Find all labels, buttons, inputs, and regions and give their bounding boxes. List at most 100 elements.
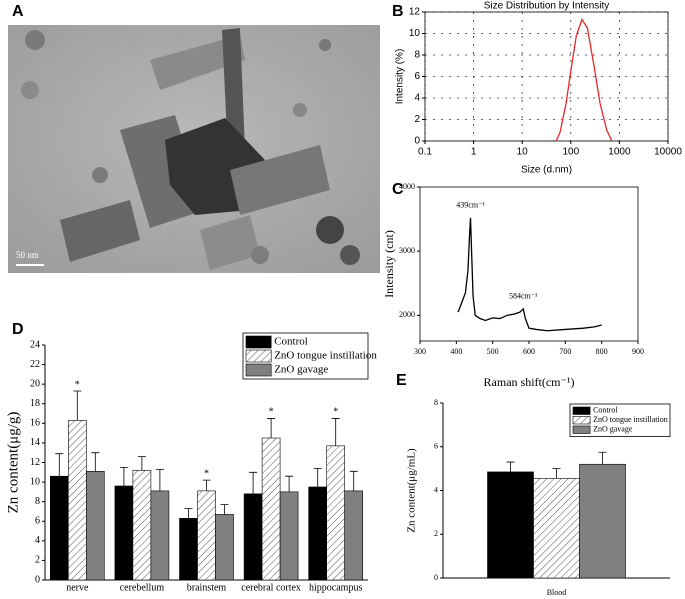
legend-swatch: [572, 425, 591, 434]
error-bar: [598, 451, 607, 465]
line-series: [457, 217, 602, 332]
chart-title: Size Distribution by Intensity: [484, 1, 610, 12]
x-tick-label: 700: [559, 347, 571, 356]
y-tick-label: 18: [30, 398, 40, 409]
error-bar: [137, 456, 146, 471]
x-tick-label: 400: [450, 347, 462, 356]
legend-swatch: [572, 406, 591, 415]
y-tick-label: 24: [30, 339, 40, 350]
significance-mark: *: [333, 407, 338, 418]
chart-panel: C 2000 3000 4000 300 400 500 600 700 800 900 Raman …: [382, 181, 644, 389]
error-bar: [331, 418, 340, 446]
plot-frame: [419, 186, 639, 342]
error-bar: [73, 390, 82, 421]
scale-bar-label: 50 nm: [16, 250, 39, 260]
significance-mark: *: [204, 468, 209, 479]
x-tick-label: nerve: [66, 582, 89, 593]
panel-label: A: [12, 3, 24, 20]
y-tick-label: 4: [414, 93, 420, 104]
bar: [179, 518, 198, 581]
x-tick-label: 1000: [608, 147, 631, 158]
error-bar: [184, 508, 193, 519]
y-tick-label: 2: [434, 529, 438, 538]
y-tick-label: 4: [35, 535, 40, 546]
line-series: [555, 18, 613, 142]
x-tick-label: Blood: [547, 588, 567, 597]
bar: [215, 514, 234, 581]
error-bar: [91, 452, 100, 472]
y-tick-label: 4: [434, 485, 438, 494]
bar: [114, 485, 134, 581]
bar: [344, 490, 364, 581]
y-tick-label: 2000: [399, 310, 415, 319]
chart-panel: B 0 2 4 6 8 10 12 0.1 1 10 100 1000 10000 Size Distrib…: [392, 1, 682, 176]
y-tick-label: 6: [35, 516, 40, 527]
bar: [533, 478, 580, 579]
error-bar: [202, 479, 211, 491]
bar: [243, 493, 263, 581]
bar: [579, 463, 626, 579]
x-tick-label: brainstem: [187, 582, 227, 593]
bar: [132, 470, 152, 581]
error-bar: [55, 453, 64, 477]
y-tick-label: 0: [414, 136, 420, 147]
x-axis-label: Raman shift(cm⁻¹): [484, 375, 575, 389]
x-tick-label: 600: [523, 347, 535, 356]
error-bar: [267, 418, 276, 439]
x-tick-label: 0.1: [418, 147, 432, 158]
y-tick-label: 8: [434, 398, 438, 407]
panel-label: E: [396, 372, 407, 389]
bar: [279, 491, 299, 581]
error-bar: [506, 461, 515, 472]
bar: [150, 490, 170, 581]
y-axis-label: Zn content(μg/mL): [406, 448, 418, 533]
y-tick-label: 12: [30, 457, 40, 468]
x-axis-label: Size (d.nm): [521, 165, 572, 176]
y-tick-label: 16: [30, 418, 40, 429]
legend-label: Control: [274, 336, 308, 348]
x-tick-label: 10000: [654, 147, 682, 158]
x-tick-label: 10: [517, 147, 529, 158]
legend-label: Control: [593, 406, 618, 415]
x-tick-label: 500: [487, 347, 499, 356]
legend-label: ZnO tongue instillation: [274, 350, 377, 362]
panel-label: B: [392, 3, 404, 20]
significance-mark: *: [269, 407, 274, 418]
bar: [308, 486, 328, 581]
significance-mark: *: [75, 379, 80, 390]
y-tick-label: 0: [35, 574, 40, 585]
x-tick-label: hippocampus: [309, 582, 362, 593]
x-tick-label: cerebellum: [120, 582, 165, 593]
x-tick-label: 800: [596, 347, 608, 356]
y-tick-label: 4000: [399, 182, 415, 191]
panel-label: C: [392, 181, 404, 198]
y-axis-label: Zn content(μg/g): [5, 412, 21, 514]
error-bar: [552, 468, 561, 479]
bar: [86, 471, 105, 581]
y-tick-label: 8: [414, 50, 420, 61]
x-tick-label: 300: [414, 347, 426, 356]
panel-label: D: [12, 321, 24, 338]
y-tick-label: 10: [409, 28, 421, 39]
y-tick-label: 6: [434, 442, 438, 451]
legend-swatch: [245, 349, 272, 363]
y-tick-label: 20: [30, 378, 40, 389]
x-tick-label: 1: [471, 147, 477, 158]
y-axis-label: Intensity (cnt): [382, 230, 396, 298]
annotation: 584cm⁻¹: [509, 292, 538, 301]
y-tick-label: 8: [35, 496, 40, 507]
bar: [68, 420, 87, 581]
error-bar: [349, 470, 358, 491]
error-bar: [313, 467, 322, 487]
x-tick-label: 900: [632, 347, 644, 356]
error-bar: [155, 468, 164, 491]
legend-swatch: [245, 363, 272, 377]
x-tick-label: cerebral cortex: [241, 582, 301, 593]
y-tick-label: 2: [414, 114, 420, 125]
error-bar: [119, 466, 128, 486]
y-axis-label: Intensity (%): [395, 49, 406, 105]
error-bar: [220, 504, 229, 515]
